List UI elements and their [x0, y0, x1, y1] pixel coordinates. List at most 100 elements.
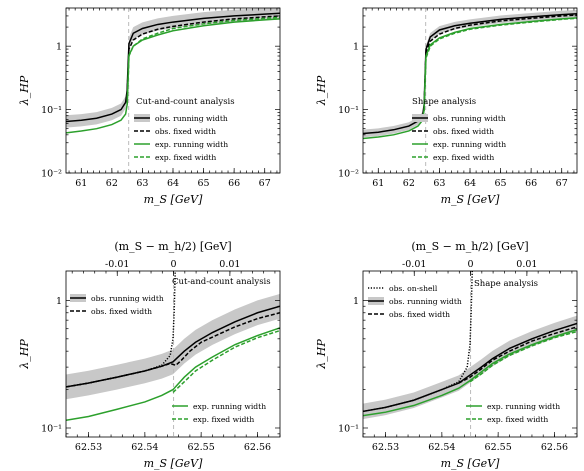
legend: obs. on-shell obs. running width obs. fixe… [368, 284, 462, 319]
legend-entry: exp. fixed width [433, 153, 494, 162]
analysis-annotation: Shape analysis [474, 279, 538, 289]
y-axis-label: λ_HP [18, 75, 31, 106]
plot-area-br [363, 271, 577, 437]
plot-frame [65, 270, 281, 438]
top-tick-label: 0 [171, 259, 177, 270]
legend: obs. running width obs. fixed width [70, 294, 164, 316]
y-axis-label: λ_HP [315, 75, 328, 106]
legend-entry: obs. fixed width [389, 310, 450, 319]
x-tick-label: 62.54 [428, 442, 455, 453]
x-tick-label: 62 [106, 178, 118, 189]
plot-area-tl [66, 8, 280, 173]
legend-entry: obs. fixed width [155, 127, 216, 136]
legend-entry: exp. fixed width [193, 415, 254, 424]
series-exp-fixed-width [172, 329, 280, 393]
x-tick-label: 61 [75, 178, 87, 189]
series-exp-fixed-width [126, 16, 280, 105]
top-axis-label: (m_S − m_h/2) [GeV] [114, 240, 231, 253]
analysis-annotation: Cut-and-count analysis [136, 97, 235, 107]
legend-entry: obs. running width [433, 114, 506, 123]
series-obs-running-width [66, 12, 280, 123]
x-tick-label: 67 [259, 178, 271, 189]
legend-entry: exp. running width [433, 140, 506, 149]
legend-entry: obs. running width [155, 114, 228, 123]
panel-bl: 62.53 62.54 62.55 62.56 10⁻¹ 1 -0.01 0 0.01 (m_S … [18, 240, 281, 470]
y-tick-label: 1 [56, 42, 62, 53]
x-tick-label: 62.55 [188, 442, 215, 453]
top-tick-label: 0.01 [516, 259, 537, 270]
x-axis-label: m_S [GeV] [144, 457, 203, 470]
x-tick-label: 62.56 [244, 442, 271, 453]
x-tick-label: 62 [403, 178, 415, 189]
x-tick-label: 62.54 [131, 442, 158, 453]
x-tick-label: 62.56 [541, 442, 568, 453]
x-tick-label: 66 [228, 178, 240, 189]
series-obs-running-width [363, 322, 577, 413]
y-tick-label: 10⁻² [338, 169, 359, 180]
legend-entry: exp. running width [193, 402, 266, 411]
x-axis-label: m_S [GeV] [441, 457, 500, 470]
y-tick-label: 1 [353, 42, 359, 53]
analysis-annotation: Cut-and-count analysis [172, 277, 271, 287]
series-exp-fixed-width [469, 330, 577, 383]
series-obs-running-width [66, 305, 280, 388]
series-obs-running-width [363, 12, 577, 135]
x-tick-label: 67 [556, 178, 568, 189]
y-tick-label: 10⁻¹ [41, 423, 62, 434]
x-tick-label: 63 [136, 178, 148, 189]
y-axis-label: λ_HP [18, 339, 31, 370]
top-tick-label: -0.01 [402, 259, 426, 270]
top-tick-label: 0.01 [219, 259, 240, 270]
legend-entry: obs. fixed width [433, 127, 494, 136]
legend-entry: obs. running width [389, 297, 462, 306]
uncertainty-band [66, 8, 280, 128]
legend-entry: obs. fixed width [91, 307, 152, 316]
top-tick-label: -0.01 [105, 259, 129, 270]
legend: obs. running width obs. fixed width exp. r… [412, 114, 506, 162]
y-tick-label: 10⁻¹ [338, 105, 359, 116]
analysis-annotation: Shape analysis [412, 97, 476, 107]
series-obs-on-shell [66, 271, 176, 388]
x-axis-label: m_S [GeV] [441, 193, 500, 206]
legend-entry: exp. running width [155, 140, 228, 149]
panel-br: 62.53 62.54 62.55 62.56 10⁻¹ 1 -0.01 0 0.01 (m_S … [315, 240, 578, 470]
legend-entry: obs. running width [91, 294, 164, 303]
legend-entry: exp. running width [487, 402, 560, 411]
series-exp-running-width [363, 328, 577, 417]
legend-entry: exp. fixed width [487, 415, 548, 424]
x-tick-label: 65 [495, 178, 507, 189]
legend: obs. running width obs. fixed width exp. r… [134, 114, 228, 162]
x-tick-label: 64 [464, 178, 476, 189]
uncertainty-band [66, 293, 280, 400]
x-tick-label: 63 [433, 178, 445, 189]
x-axis-label: m_S [GeV] [144, 193, 203, 206]
series-exp-fixed-width [423, 17, 577, 112]
panel-tr: 61 62 63 64 65 66 67 10⁻² 10⁻¹ 1 m_S [GeV] λ_HP Shap… [315, 7, 578, 206]
x-tick-label: 62.55 [485, 442, 512, 453]
y-tick-label: 10⁻¹ [338, 423, 359, 434]
legend-entry: obs. on-shell [389, 284, 438, 293]
x-tick-label: 62.53 [372, 442, 399, 453]
legend: exp. running width exp. fixed width [172, 402, 266, 424]
x-tick-label: 66 [525, 178, 537, 189]
y-tick-label: 10⁻¹ [41, 105, 62, 116]
legend: exp. running width exp. fixed width [466, 402, 560, 424]
y-tick-label: 1 [353, 296, 359, 307]
series-exp-running-width [66, 327, 280, 421]
plot-area-tr [363, 8, 577, 173]
panel-tl: 61 62 63 64 65 66 67 10⁻² 10⁻¹ 1 m_S [GeV] λ_HP Cut-… [18, 7, 281, 206]
series-obs-fixed-width [458, 326, 577, 384]
x-tick-label: 64 [167, 178, 179, 189]
x-tick-label: 65 [198, 178, 210, 189]
y-axis-label: λ_HP [315, 339, 328, 370]
legend-entry: exp. fixed width [155, 153, 216, 162]
plot-area-bl [66, 271, 280, 437]
x-tick-label: 62.53 [75, 442, 102, 453]
uncertainty-band [363, 315, 577, 420]
top-tick-label: 0 [468, 259, 474, 270]
plot-frame [362, 270, 578, 438]
top-axis-label: (m_S − m_h/2) [GeV] [411, 240, 528, 253]
x-tick-label: 61 [372, 178, 384, 189]
y-tick-label: 1 [56, 296, 62, 307]
